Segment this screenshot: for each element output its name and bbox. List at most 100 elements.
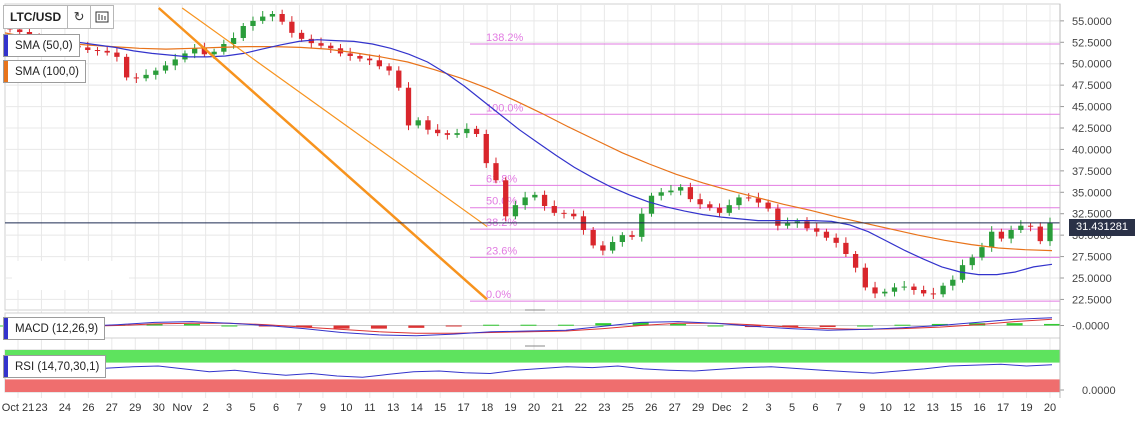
fib-level-label: 138.2% <box>486 32 524 44</box>
x-tick-label: 22 <box>575 402 587 414</box>
x-tick-label: 19 <box>1020 402 1032 414</box>
macd-line <box>4 317 1053 337</box>
candle-body <box>386 66 392 71</box>
candle-body <box>415 120 421 126</box>
candle-body <box>425 120 431 130</box>
indicators-icon[interactable] <box>91 5 115 29</box>
candle-body <box>765 202 771 209</box>
legend-sma100[interactable]: SMA (100,0) <box>3 60 86 83</box>
x-tick-label: 15 <box>434 402 446 414</box>
x-tick-label: 2 <box>203 402 209 414</box>
macd-histogram-bar <box>296 325 313 328</box>
x-tick-label: 26 <box>82 402 94 414</box>
candle-body <box>464 128 470 134</box>
candle-body <box>347 53 353 56</box>
refresh-icon[interactable]: ↻ <box>68 5 92 29</box>
candle-body <box>114 52 120 57</box>
candle-body <box>998 231 1005 239</box>
x-tick-label: 29 <box>129 402 141 414</box>
candle-body <box>1008 230 1014 239</box>
y-tick-label: 32.5000 <box>1072 209 1112 221</box>
candle-body <box>823 231 830 238</box>
candle-body <box>590 230 596 246</box>
candle-body <box>94 50 101 51</box>
candle-body <box>794 221 800 224</box>
sma100-line <box>4 32 1053 252</box>
x-tick-label: 9 <box>859 402 865 414</box>
y-tick-label: 42.5000 <box>1072 123 1112 135</box>
x-tick-label: 27 <box>669 402 681 414</box>
legend-macd-label: MACD (12,26,9) <box>15 322 99 335</box>
x-tick-label: 12 <box>903 402 915 414</box>
candle-body <box>396 70 402 88</box>
candle-body <box>600 245 606 251</box>
candle-body <box>269 14 276 17</box>
x-tick-label: 6 <box>273 402 279 414</box>
x-tick-label: 17 <box>997 402 1009 414</box>
candle-body <box>784 223 791 226</box>
candle-body <box>289 21 295 33</box>
x-tick-label: 19 <box>504 402 516 414</box>
x-tick-label: 7 <box>296 402 302 414</box>
legend-sma50[interactable]: SMA (50,0) <box>3 34 80 57</box>
x-tick-label: 30 <box>153 402 165 414</box>
candle-body <box>493 163 499 181</box>
macd-histogram-bar <box>408 325 425 328</box>
candle-body <box>833 237 839 243</box>
y-tick-label: 27.5000 <box>1072 252 1112 264</box>
x-tick-label: 27 <box>106 402 118 414</box>
rsi-tick-label: 0.0000 <box>1082 385 1116 397</box>
macd-histogram-bar <box>258 325 275 327</box>
sma50-swatch <box>4 35 8 56</box>
x-tick-label: 29 <box>692 402 704 414</box>
macd-histogram-bar <box>146 323 163 326</box>
x-tick-label: 5 <box>789 402 795 414</box>
trendline <box>157 7 488 301</box>
candle-body <box>872 287 878 294</box>
macd-histogram-bar <box>819 325 836 328</box>
candle-body <box>211 51 217 55</box>
macd-histogram-bar <box>520 324 537 326</box>
candle-body <box>405 87 412 126</box>
legend-rsi-label: RSI (14,70,30,1) <box>15 360 100 373</box>
candle-body <box>250 20 256 26</box>
macd-histogram-bar <box>595 323 612 326</box>
rsi-oversold-band <box>5 379 1060 392</box>
candle-body <box>950 279 956 286</box>
candle-body <box>260 16 266 21</box>
x-tick-label: 2 <box>742 402 748 414</box>
candle-body <box>357 56 363 59</box>
candle-body <box>435 129 441 134</box>
candle-body <box>454 133 460 135</box>
y-tick-label: 52.5000 <box>1072 37 1112 49</box>
candle-body <box>473 128 480 134</box>
x-tick-label: 26 <box>645 402 657 414</box>
y-tick-label: 25.0000 <box>1072 273 1112 285</box>
candle-body <box>891 287 898 292</box>
candle-body <box>668 190 674 193</box>
candle-body <box>716 207 723 213</box>
macd-histogram-bar <box>445 325 462 327</box>
macd-histogram-bar <box>370 325 387 329</box>
fib-level-label: 61.8% <box>486 173 517 185</box>
legend-rsi[interactable]: RSI (14,70,30,1) <box>3 355 107 378</box>
price-panel <box>4 3 1061 311</box>
candle-body <box>328 45 334 49</box>
legend-macd[interactable]: MACD (12,26,9) <box>3 317 106 340</box>
candle-body <box>736 197 742 206</box>
candle-body <box>133 77 140 79</box>
x-tick-label: 24 <box>59 402 71 414</box>
y-tick-label: 50.0000 <box>1072 59 1112 71</box>
symbol-selector[interactable]: LTC/USD <box>3 5 69 29</box>
candle-body <box>279 14 285 22</box>
candle-body <box>201 48 208 55</box>
fib-level-label: 0.0% <box>486 289 511 301</box>
macd-histogram-bar <box>931 323 948 326</box>
y-tick-label: 22.5000 <box>1072 294 1112 306</box>
candle-body <box>532 194 538 198</box>
macd-histogram-bar <box>894 324 911 326</box>
legend-sma100-label: SMA (100,0) <box>15 65 79 78</box>
candle-body <box>911 286 917 290</box>
x-tick-label: 6 <box>812 402 818 414</box>
